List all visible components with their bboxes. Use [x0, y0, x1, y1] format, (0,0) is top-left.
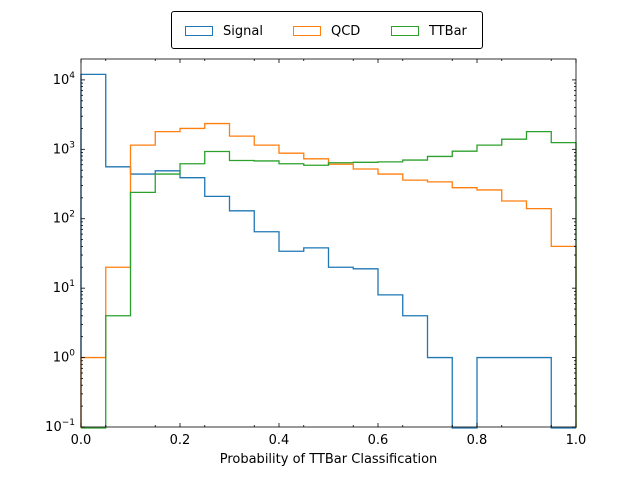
y-tick-label: 10−1: [45, 418, 75, 435]
y-tick-label: 100: [53, 349, 76, 366]
legend-label-qcd: QCD: [331, 23, 361, 39]
ticks-layer: 0.0 0.2 0.4 0.6 0.8 1.0 10−1 100 101 102 103 104: [45, 59, 586, 448]
plot-frame: [80, 58, 577, 428]
legend-swatch-signal: [185, 26, 213, 36]
y-tick-label: 103: [53, 140, 75, 157]
legend: Signal QCD TTBar: [171, 11, 483, 49]
legend-item-signal: Signal: [185, 22, 263, 40]
x-tick-label: 0.4: [269, 433, 290, 448]
series-ttbar-line: [81, 130, 577, 429]
series-layer: [80, 73, 577, 429]
x-axis-label: Probability of TTBar Classification: [220, 452, 438, 467]
x-tick-label: 0.0: [71, 433, 92, 448]
series-signal-line: [80, 73, 576, 429]
x-tick-label: 0.6: [368, 433, 389, 448]
x-tick-label: 0.2: [170, 433, 191, 448]
y-tick-label: 104: [53, 71, 76, 88]
x-tick-label: 0.8: [467, 433, 488, 448]
legend-swatch-qcd: [293, 26, 321, 36]
legend-item-qcd: QCD: [293, 22, 360, 40]
legend-label-ttbar: TTBar: [429, 23, 467, 39]
y-tick-label: 102: [53, 210, 75, 227]
legend-label-signal: Signal: [223, 23, 263, 39]
series-qcd-line: [80, 122, 577, 428]
legend-item-ttbar: TTBar: [391, 22, 467, 40]
legend-swatch-ttbar: [391, 26, 419, 36]
y-tick-label: 101: [53, 279, 75, 296]
x-tick-label: 1.0: [566, 433, 587, 448]
